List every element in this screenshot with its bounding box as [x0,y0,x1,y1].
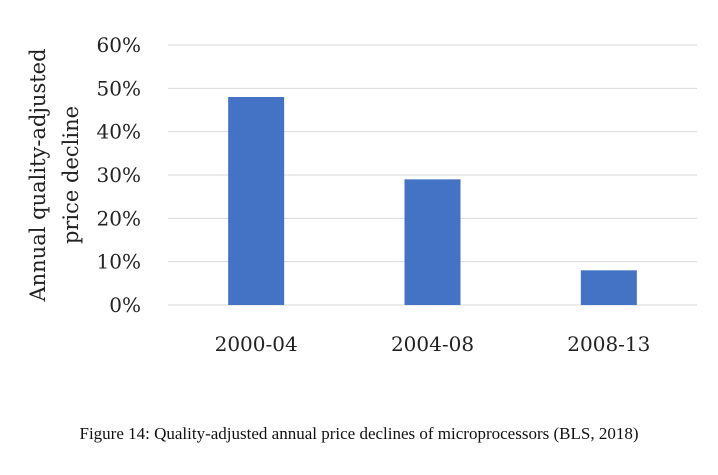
bar-2008-13 [580,270,637,305]
y-tick-label: 40% [97,120,141,144]
y-axis-title-line-1: Annual quality-adjusted [26,48,50,302]
y-tick-label: 60% [97,33,141,57]
y-tick-label: 10% [97,250,141,274]
y-tick-label: 30% [97,163,141,187]
y-tick-label: 50% [97,76,141,100]
x-tick-label: 2004-08 [391,332,474,356]
bars [228,97,637,305]
y-tick-label: 20% [97,206,141,230]
x-tick-label: 2000-04 [215,332,298,356]
y-axis-title: Annual quality-adjusted price decline [26,48,83,302]
x-tick-label: 2008-13 [567,332,650,356]
y-tick-label: 0% [109,293,141,317]
y-axis-title-line-2: price decline [59,106,83,244]
y-tick-labels: 0% 10% 20% 30% 40% 50% 60% [97,33,141,317]
chart: 0% 10% 20% 30% 40% 50% 60% 2000-04 2004-08 2008-… [26,33,697,356]
figure-caption: Figure 14: Quality-adjusted annual price… [79,424,639,443]
bar-2004-08 [404,179,461,305]
bar-2000-04 [228,97,285,305]
x-tick-labels: 2000-04 2004-08 2008-13 [215,332,651,356]
